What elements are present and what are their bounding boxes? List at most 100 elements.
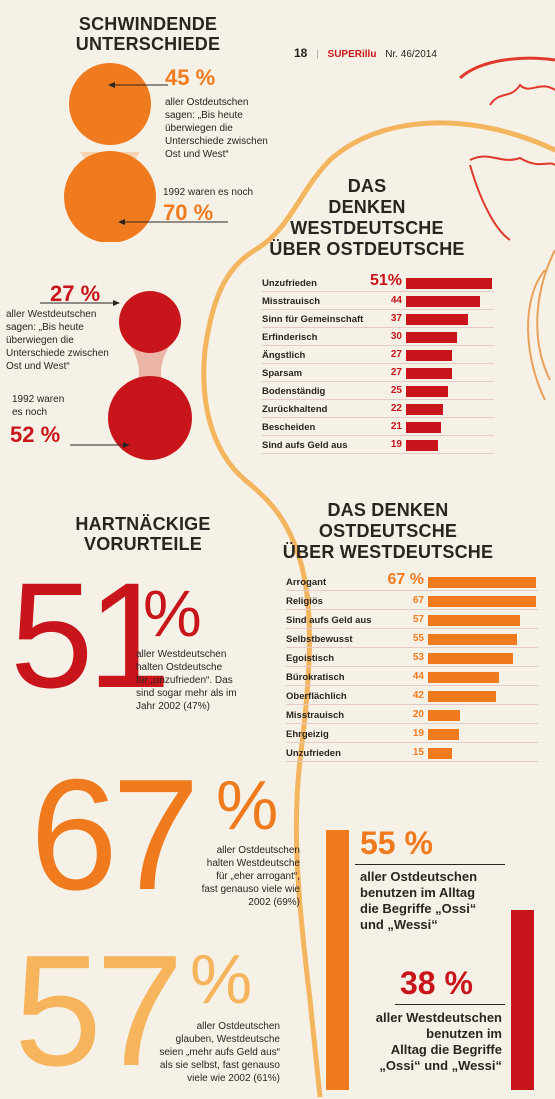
- bar-mark: [406, 422, 442, 433]
- stat-67-text: aller Ostdeutschen halten Westdeutsche f…: [176, 844, 300, 909]
- bar-mark: [428, 691, 496, 702]
- east-year-text: 1992 waren es noch: [163, 187, 254, 198]
- title-line: DENKEN: [328, 197, 406, 217]
- east-circle-1992: [64, 151, 156, 242]
- chart-row: Unzufrieden 51%: [262, 272, 494, 292]
- chart-row: Ehrgeizig 19: [286, 727, 538, 743]
- bar-category-label: Misstrauisch: [286, 710, 345, 721]
- bar-category-label: Oberflächlich: [286, 691, 347, 702]
- text-line: seien „mehr aufs Geld aus“: [159, 1047, 280, 1058]
- bar-mark: [406, 332, 457, 343]
- section-title-vorurteile: HARTNÄCKIGE VORURTEILE: [58, 514, 228, 554]
- bar-value-label: 21: [390, 421, 402, 432]
- stat-67-number: 67: [30, 747, 200, 923]
- bar-value-label: 19: [390, 439, 402, 450]
- bar-category-label: Bescheiden: [262, 422, 316, 433]
- east-description: aller Ostdeutschen sagen: „Bis heute übe…: [165, 96, 268, 161]
- stat-51-pct: %: [143, 576, 202, 650]
- chart-row: Misstrauisch 20: [286, 708, 538, 724]
- bar-value-label: 27: [390, 349, 402, 360]
- stat-57-pct: %: [190, 940, 253, 1018]
- bar-east-ossi-wessi: [326, 830, 349, 1090]
- text-line: halten Westdeutsche: [206, 858, 300, 869]
- chart-row: Bürokratisch 44: [286, 670, 538, 686]
- text-line: als sie selbst, fast genauso: [159, 1060, 280, 1071]
- east-usage-text: aller Ostdeutschen benutzen im Alltag di…: [360, 869, 477, 933]
- text-line: und „Wessi“: [360, 917, 438, 932]
- text-line: aller Ostdeutschen: [165, 97, 249, 108]
- text-line: aller Ostdeutschen: [360, 869, 478, 884]
- text-line: die Begriffe „Ossi“: [360, 901, 477, 916]
- bar-mark: [406, 350, 452, 361]
- text-line: aller Westdeutschen: [375, 1010, 502, 1025]
- bar-value-label: 42: [412, 690, 424, 701]
- page-header: 18 | SUPERillu Nr. 46/2014: [294, 46, 437, 60]
- bar-mark: [406, 296, 481, 307]
- bar-value-label: 67: [412, 595, 424, 606]
- bar-category-label: Arrogant: [286, 577, 327, 588]
- bar-mark: [428, 748, 453, 759]
- bar-value-label: 53: [412, 652, 424, 663]
- bar-category-label: Sind aufs Geld aus: [286, 615, 372, 626]
- bar-mark: [406, 440, 439, 451]
- bar-mark: [428, 596, 536, 607]
- bar-value-label: 44: [390, 295, 402, 306]
- title-line: DAS: [347, 176, 387, 196]
- bar-value-label: 15: [412, 747, 424, 758]
- text-line: aller Westdeutschen: [136, 649, 227, 660]
- bar-mark: [428, 729, 459, 740]
- text-line: benutzen im Alltag: [360, 885, 476, 900]
- bar-mark: [406, 404, 444, 415]
- bar-category-label: Unzufrieden: [286, 748, 341, 759]
- arrow-east-now: [108, 82, 168, 88]
- west-pct-1992: 52 %: [10, 422, 61, 447]
- chart-row: Sind aufs Geld aus 19: [262, 438, 494, 454]
- bar-mark: [406, 386, 449, 397]
- chart-row: Sinn für Gemeinschaft 37: [262, 312, 494, 328]
- bar-value-label: 44: [412, 671, 424, 682]
- bar-category-label: Sind aufs Geld aus: [262, 440, 348, 451]
- title-line: OSTDEUTSCHE: [318, 521, 458, 541]
- bar-value-label: 57: [412, 614, 424, 625]
- chart-row: Unzufrieden 15: [286, 746, 538, 762]
- title-line: DAS DENKEN: [327, 500, 449, 520]
- chart-west-about-east: Unzufrieden 51% Misstrauisch 44 Sinn für Gem…: [262, 272, 494, 456]
- title-line: UNTERSCHIEDE: [75, 34, 221, 54]
- text-line: benutzen im: [426, 1026, 502, 1041]
- arrow-west-1992: [70, 442, 130, 448]
- chart-row: Ängstlich 27: [262, 348, 494, 364]
- text-line: überwiegen die: [165, 123, 233, 134]
- bar-mark: [428, 710, 461, 721]
- text-line: glauben, Westdeutsche: [175, 1034, 280, 1045]
- text-line: sagen: „Bis heute: [165, 110, 243, 121]
- chart-row: Arrogant 67 %: [286, 571, 538, 591]
- west-pct-now: 27 %: [50, 281, 101, 306]
- text-line: für „eher arrogant“,: [216, 871, 300, 882]
- text-line: halten Ostdeutsche: [136, 662, 223, 673]
- chart-row: Sind aufs Geld aus 57: [286, 613, 538, 629]
- chart-row: Oberflächlich 42: [286, 689, 538, 705]
- text-line: fast genauso viele wie: [201, 884, 300, 895]
- text-line: viele wie 2002 (61%): [187, 1073, 280, 1084]
- text-line: überwiegen die: [6, 335, 74, 346]
- bar-category-label: Misstrauisch: [262, 296, 321, 307]
- arrow-west-now: [40, 300, 120, 306]
- bar-category-label: Unzufrieden: [262, 278, 317, 289]
- title-line: WESTDEUTSCHE: [290, 218, 444, 238]
- chart-east-title: DAS DENKEN OSTDEUTSCHE ÜBER WESTDEUTSCHE: [278, 500, 498, 563]
- stat-67-pct: %: [216, 766, 279, 844]
- bar-mark: [406, 368, 452, 379]
- west-circles-graphic: [108, 291, 192, 460]
- west-usage-text: aller Westdeutschen benutzen im Alltag d…: [350, 1010, 502, 1074]
- bar-category-label: Ehrgeizig: [286, 729, 329, 740]
- bar-mark: [428, 634, 517, 645]
- bar-category-label: Selbstbewusst: [286, 634, 353, 645]
- bar-category-label: Zurückhaltend: [262, 404, 328, 415]
- stat-51-text: aller Westdeutschen halten Ostdeutsche f…: [136, 648, 237, 713]
- chart-row: Zurückhaltend 22: [262, 402, 494, 418]
- text-line: Ost und West“: [6, 361, 70, 372]
- arrow-east-1992: [118, 219, 228, 225]
- chart-row: Erfinderisch 30: [262, 330, 494, 346]
- title-line: SCHWINDENDE: [78, 14, 218, 34]
- east-pct-now: 45 %: [165, 65, 216, 90]
